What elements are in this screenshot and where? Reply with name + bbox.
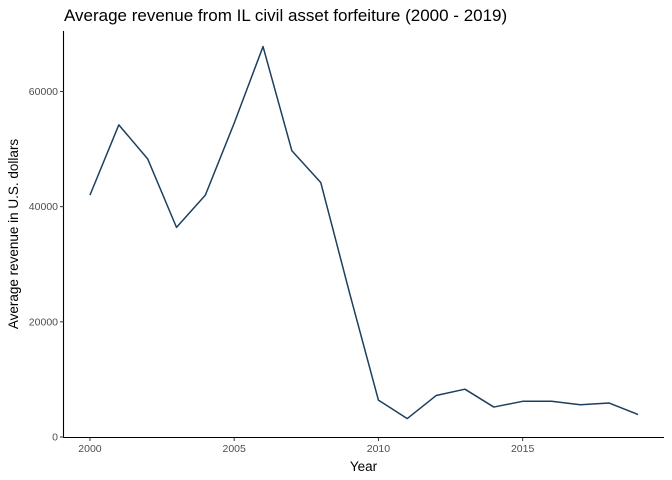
y-tick-label: 20000 [29, 316, 58, 328]
series-line-0 [89, 45, 639, 420]
x-tick-label: 2015 [511, 443, 535, 455]
y-tick-label: 40000 [29, 201, 58, 213]
y-ticks: 0 20000 40000 60000 [29, 86, 64, 444]
x-tick-label: 2005 [223, 443, 247, 455]
x-tick-label: 2000 [78, 443, 102, 455]
plot-area: 2000 2005 2010 2015 0 20000 40000 60000 [29, 31, 664, 455]
y-tick-label: 60000 [29, 86, 58, 98]
y-tick-label: 0 [52, 432, 58, 444]
series-layer [89, 45, 639, 420]
x-ticks: 2000 2005 2010 2015 [78, 438, 534, 455]
chart-title: Average revenue from IL civil asset forf… [64, 6, 507, 25]
y-axis-title: Average revenue in U.S. dollars [6, 139, 21, 330]
x-axis-title: Year [350, 459, 378, 474]
x-tick-label: 2010 [367, 443, 391, 455]
